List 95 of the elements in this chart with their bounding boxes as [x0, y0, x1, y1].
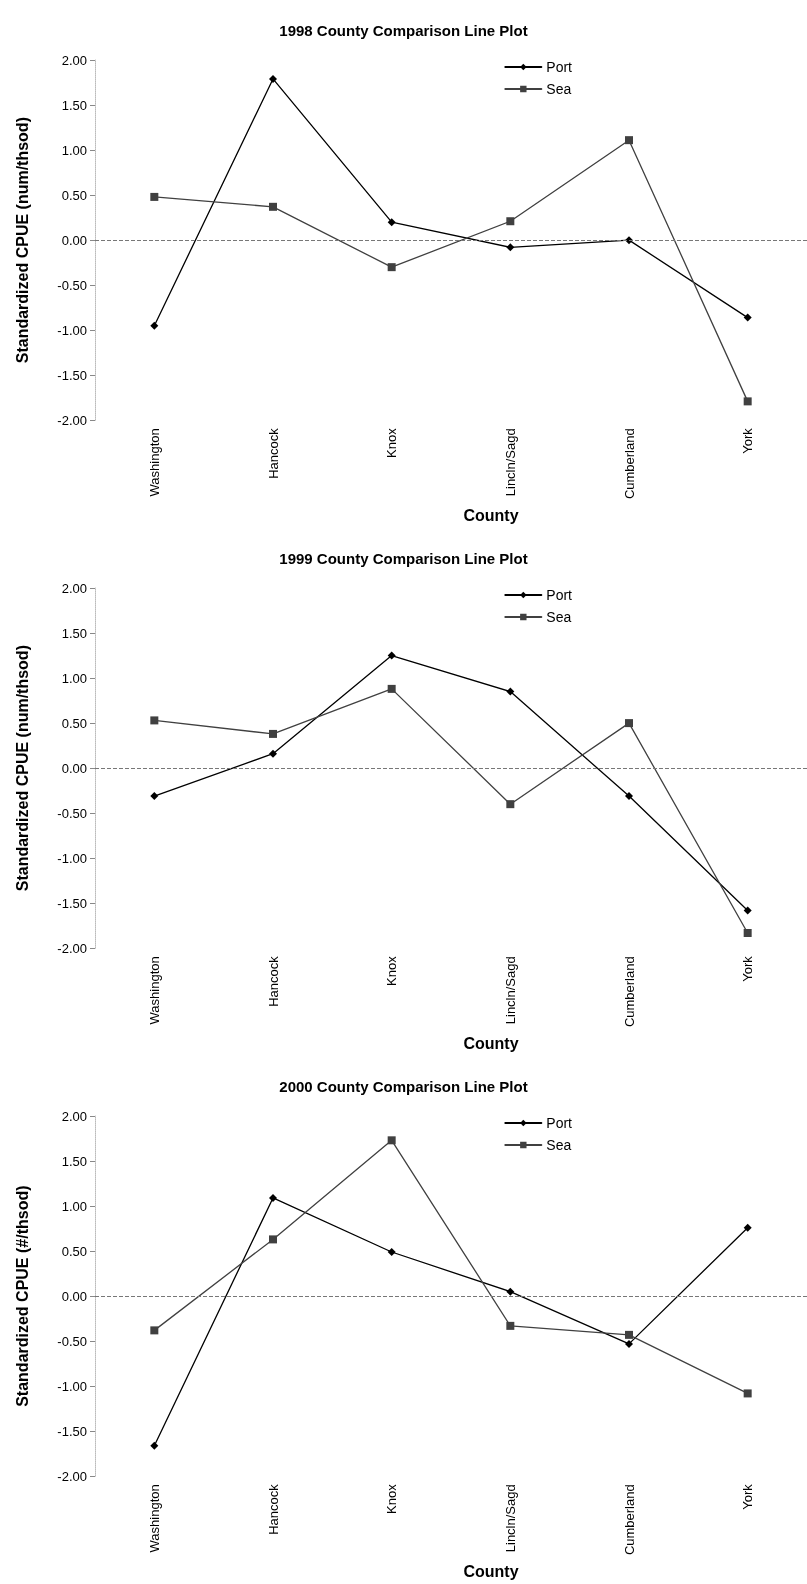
x-tick-label: York [740, 1483, 756, 1510]
point [506, 687, 515, 696]
chart-title: 2000 County Comparison Line Plot [279, 1078, 528, 1095]
point [625, 1339, 633, 1348]
legend-label: Sea [546, 609, 572, 625]
x-tick-label: Hancock [265, 427, 281, 479]
point [387, 263, 396, 272]
y-tick-label: -1.00 [57, 322, 87, 338]
y-axis-title: Standardized CPUE (#/thsod) [13, 1185, 31, 1407]
point [150, 1441, 159, 1450]
point [269, 1193, 277, 1202]
y-tick-label: 2.00 [61, 580, 87, 596]
y-tick-label: 1.50 [61, 1153, 87, 1169]
legend-label: Port [546, 587, 573, 603]
y-tick-label: 0.00 [61, 760, 87, 776]
x-tick-label: Lincln/Sagd [502, 1484, 518, 1553]
legend-label: Sea [546, 81, 572, 97]
y-tick-label: -0.50 [57, 1333, 87, 1349]
point [150, 716, 159, 725]
point [625, 136, 633, 145]
y-tick-label: -1.50 [57, 895, 87, 911]
x-tick-label: Lincln/Sagd [502, 428, 518, 497]
chart-title: 1999 County Comparison Line Plot [279, 550, 528, 567]
y-tick-label: 1.50 [61, 97, 87, 113]
x-axis-title: County [463, 506, 519, 524]
x-tick-label: York [740, 955, 756, 982]
point [506, 1287, 515, 1296]
x-tick-label: Hancock [265, 1483, 281, 1535]
legend-label: Sea [546, 1137, 572, 1153]
point [743, 1223, 752, 1232]
y-axis-title: Standardized CPUE (num/thsod) [13, 117, 31, 364]
point [625, 792, 633, 801]
point [625, 719, 633, 728]
point [387, 1136, 396, 1145]
point [269, 74, 277, 83]
point [387, 1248, 396, 1257]
y-tick-label: -2.00 [57, 412, 87, 428]
y-tick-label: 1.00 [61, 1198, 87, 1214]
y-tick-label: 0.50 [61, 1243, 87, 1259]
point [506, 800, 515, 809]
y-tick-label: 0.00 [61, 232, 87, 248]
chart-title: 1998 County Comparison Line Plot [279, 22, 528, 39]
point [387, 684, 396, 693]
point [625, 1330, 633, 1339]
x-tick-label: Washington [146, 428, 162, 497]
x-tick-label: Hancock [265, 955, 281, 1007]
y-tick-label: 1.50 [61, 625, 87, 641]
y-axis-title: Standardized CPUE (num/thsod) [13, 645, 31, 892]
point [150, 792, 159, 801]
x-axis-title: County [463, 1034, 519, 1052]
legend-label: Port [546, 59, 573, 75]
point [743, 397, 752, 406]
y-tick-label: -2.00 [57, 940, 87, 956]
x-tick-label: Cumberland [621, 428, 637, 500]
x-tick-label: Lincln/Sagd [502, 956, 518, 1025]
x-tick-label: Knox [384, 1483, 400, 1514]
point [269, 749, 277, 758]
point [506, 243, 515, 252]
x-tick-label: Knox [384, 955, 400, 986]
point [506, 1321, 515, 1330]
y-tick-label: 0.50 [61, 715, 87, 731]
x-axis-title: County [463, 1562, 519, 1580]
x-tick-label: Washington [146, 956, 162, 1025]
x-tick-label: Cumberland [621, 1484, 637, 1556]
y-tick-label: -1.00 [57, 850, 87, 866]
point [387, 651, 396, 660]
y-tick-label: -1.50 [57, 367, 87, 383]
point [743, 928, 752, 937]
y-tick-label: 1.00 [61, 670, 87, 686]
point [150, 1326, 159, 1335]
y-tick-label: -2.00 [57, 1468, 87, 1484]
y-tick-label: 0.50 [61, 187, 87, 203]
y-tick-label: -0.50 [57, 805, 87, 821]
y-tick-label: 0.00 [61, 1288, 87, 1304]
point [269, 729, 277, 738]
y-tick-label: 1.00 [61, 142, 87, 158]
y-tick-label: -0.50 [57, 277, 87, 293]
point [743, 313, 752, 322]
point [150, 192, 159, 201]
x-tick-label: Washington [146, 1484, 162, 1553]
point [269, 1235, 277, 1244]
x-tick-label: Knox [384, 427, 400, 458]
point [269, 202, 277, 211]
y-tick-label: -1.50 [57, 1423, 87, 1439]
point [387, 218, 396, 227]
point [150, 321, 159, 330]
point [743, 1389, 752, 1398]
point [506, 217, 515, 226]
point [743, 906, 752, 915]
legend-label: Port [546, 1115, 573, 1131]
y-tick-label: 2.00 [61, 1108, 87, 1124]
x-tick-label: Cumberland [621, 956, 637, 1028]
x-tick-label: York [740, 427, 756, 454]
y-tick-label: -1.00 [57, 1378, 87, 1394]
y-tick-label: 2.00 [61, 52, 87, 68]
